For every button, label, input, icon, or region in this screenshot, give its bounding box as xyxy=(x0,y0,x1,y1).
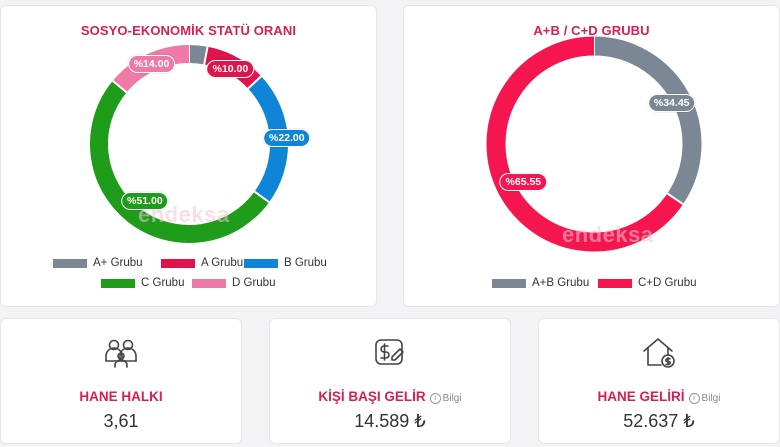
donut-slice[interactable] xyxy=(188,45,208,65)
group-ratio-title: A+B / C+D GRUBU xyxy=(533,23,650,38)
stat-value: 3,61 xyxy=(103,411,139,431)
legend-label: D Grubu xyxy=(232,277,276,289)
stat-title: KİŞİ BAŞI GELİR i Bilgi xyxy=(318,389,462,404)
legend-label: A Grubu xyxy=(201,257,244,269)
slice-divider xyxy=(112,80,128,94)
legend-swatch xyxy=(53,258,87,268)
legend-item[interactable]: C+D Grubu xyxy=(598,277,696,289)
legend-item[interactable]: A+B Grubu xyxy=(492,277,589,289)
socio-economic-card: SOSYO-EKONOMİK STATÜ ORANI endeksa A+ Gr… xyxy=(0,5,377,307)
info-link[interactable]: i Bilgi xyxy=(429,393,462,404)
legend-swatch xyxy=(161,258,195,268)
socio-economic-donut xyxy=(90,45,288,243)
slice-divider xyxy=(253,190,270,203)
slice-label: %22.00 xyxy=(262,128,311,147)
stat-value: 14.589 ₺ xyxy=(354,411,426,431)
legend-swatch xyxy=(101,278,135,288)
legend-label: A+ Grubu xyxy=(93,257,143,269)
legend-label: B Grubu xyxy=(284,257,327,269)
income-per-person-card: KİŞİ BAŞI GELİR i Bilgi 14.589 ₺ xyxy=(269,318,511,444)
donut-slice[interactable] xyxy=(593,36,702,205)
legend-label: C Grubu xyxy=(141,277,185,289)
socio-economic-title: SOSYO-EKONOMİK STATÜ ORANI xyxy=(80,23,297,38)
stat-title: HANE GELİRİ i Bilgi xyxy=(597,389,721,404)
slice-label: %10.00 xyxy=(206,59,255,78)
slice-label: %14.00 xyxy=(127,55,176,74)
stat-title: HANE HALKI xyxy=(79,389,163,404)
slice-label: %65.55 xyxy=(499,172,548,191)
house-money-icon xyxy=(641,335,677,374)
household-size-card: HANE HALKI 3,61 xyxy=(0,318,242,444)
legend-item[interactable]: A Grubu xyxy=(161,257,243,269)
slice-label: %34.45 xyxy=(647,93,696,112)
info-link[interactable]: i Bilgi xyxy=(688,393,720,404)
legend-swatch xyxy=(192,278,226,288)
legend-item[interactable]: A+ Grubu xyxy=(53,257,143,269)
slice-divider xyxy=(203,46,209,65)
donut-slice[interactable] xyxy=(486,36,684,252)
info-icon: i xyxy=(429,393,441,404)
legend-item[interactable]: C Grubu xyxy=(101,277,184,289)
legend-item[interactable]: B Grubu xyxy=(244,257,327,269)
legend-label: A+B Grubu xyxy=(532,277,590,289)
info-icon: i xyxy=(688,393,700,404)
slice-label: %51.00 xyxy=(121,191,169,210)
slice-divider xyxy=(666,192,684,205)
legend-swatch xyxy=(244,258,278,268)
money-card-icon xyxy=(373,337,407,374)
legend-swatch xyxy=(492,278,526,288)
legend-item[interactable]: D Grubu xyxy=(192,277,275,289)
donut-slice[interactable] xyxy=(90,80,270,243)
stat-value: 52.637 ₺ xyxy=(623,411,695,431)
slice-divider xyxy=(247,75,262,90)
watermark: endeksa xyxy=(562,222,654,247)
family-icon xyxy=(104,337,138,374)
household-income-card: HANE GELİRİ i Bilgi 52.637 ₺ xyxy=(538,318,780,444)
group-ratio-card: A+B / C+D GRUBU endeksa A+B Grubu C+D Gru… xyxy=(403,5,780,307)
legend-label: C+D Grubu xyxy=(638,277,697,289)
legend-swatch xyxy=(598,278,632,288)
